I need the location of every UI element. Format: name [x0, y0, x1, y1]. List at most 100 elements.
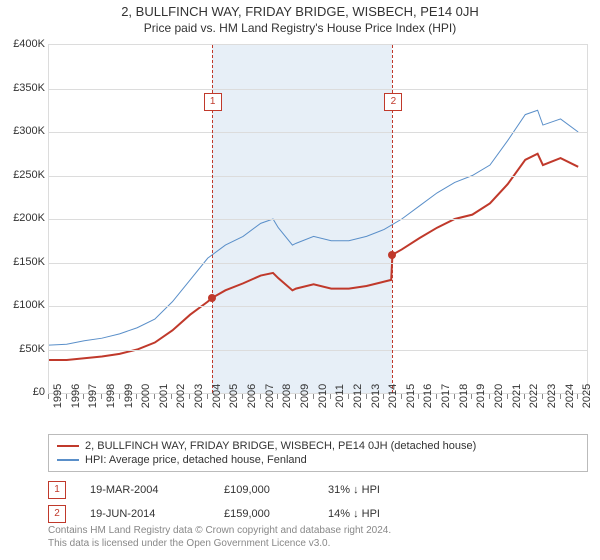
- x-axis-label: 2004: [211, 384, 223, 408]
- legend: 2, BULLFINCH WAY, FRIDAY BRIDGE, WISBECH…: [48, 434, 588, 472]
- sale-delta: 31% ↓ HPI: [328, 484, 428, 496]
- x-axis-label: 1995: [52, 384, 64, 408]
- sale-marker-box: 2: [384, 93, 402, 111]
- x-tick: [348, 394, 349, 399]
- gridline: [49, 263, 587, 264]
- x-axis-label: 2003: [193, 384, 205, 408]
- x-axis-label: 2012: [352, 384, 364, 408]
- x-axis-label: 2009: [299, 384, 311, 408]
- y-axis-label: £350K: [13, 82, 45, 94]
- x-axis-label: 2015: [405, 384, 417, 408]
- x-axis-label: 2019: [475, 384, 487, 408]
- x-axis-label: 2024: [564, 384, 576, 408]
- gridline: [49, 219, 587, 220]
- sale-row-marker: 1: [48, 481, 66, 499]
- legend-swatch: [57, 445, 79, 447]
- x-tick: [489, 394, 490, 399]
- x-tick: [471, 394, 472, 399]
- x-tick: [224, 394, 225, 399]
- x-tick: [454, 394, 455, 399]
- x-axis-label: 2007: [264, 384, 276, 408]
- y-axis-label: £250K: [13, 169, 45, 181]
- x-axis-label: 2020: [493, 384, 505, 408]
- x-axis-label: 2018: [458, 384, 470, 408]
- y-axis-label: £400K: [13, 38, 45, 50]
- sale-delta: 14% ↓ HPI: [328, 508, 428, 520]
- sale-price: £109,000: [224, 484, 304, 496]
- x-axis-label: 2008: [281, 384, 293, 408]
- legend-item: HPI: Average price, detached house, Fenl…: [57, 453, 579, 467]
- x-tick: [154, 394, 155, 399]
- x-tick: [207, 394, 208, 399]
- x-tick: [260, 394, 261, 399]
- gridline: [49, 89, 587, 90]
- y-axis-label: £100K: [13, 299, 45, 311]
- x-tick: [295, 394, 296, 399]
- legend-item: 2, BULLFINCH WAY, FRIDAY BRIDGE, WISBECH…: [57, 439, 579, 453]
- x-axis-label: 2010: [317, 384, 329, 408]
- x-axis-label: 2017: [440, 384, 452, 408]
- x-tick: [418, 394, 419, 399]
- sales-table: 1 19-MAR-2004 £109,000 31% ↓ HPI 2 19-JUN-201…: [48, 478, 428, 526]
- x-tick: [524, 394, 525, 399]
- sale-dot: [388, 251, 396, 259]
- x-tick: [136, 394, 137, 399]
- y-axis-label: £200K: [13, 212, 45, 224]
- gridline: [49, 132, 587, 133]
- x-tick: [383, 394, 384, 399]
- x-axis-label: 1997: [87, 384, 99, 408]
- gridline: [49, 176, 587, 177]
- footer-attribution: Contains HM Land Registry data © Crown c…: [48, 524, 391, 550]
- x-axis-label: 2023: [546, 384, 558, 408]
- x-axis-label: 2001: [158, 384, 170, 408]
- legend-label: HPI: Average price, detached house, Fenl…: [85, 454, 307, 466]
- x-tick: [313, 394, 314, 399]
- x-tick: [401, 394, 402, 399]
- x-tick: [277, 394, 278, 399]
- x-axis-label: 2016: [422, 384, 434, 408]
- y-axis-label: £150K: [13, 256, 45, 268]
- chart-subtitle: Price paid vs. HM Land Registry's House …: [0, 19, 600, 39]
- x-tick: [577, 394, 578, 399]
- x-tick: [436, 394, 437, 399]
- x-axis-label: 2025: [581, 384, 593, 408]
- footer-line-1: Contains HM Land Registry data © Crown c…: [48, 524, 391, 537]
- chart-plot-area: 12: [48, 44, 588, 394]
- gridline: [49, 306, 587, 307]
- sale-date: 19-JUN-2014: [90, 508, 200, 520]
- x-tick: [83, 394, 84, 399]
- sale-dot: [208, 294, 216, 302]
- x-axis-label: 1998: [105, 384, 117, 408]
- y-axis-label: £0: [33, 386, 45, 398]
- x-tick: [171, 394, 172, 399]
- footer-line-2: This data is licensed under the Open Gov…: [48, 537, 391, 550]
- x-tick: [66, 394, 67, 399]
- x-axis-label: 2011: [334, 384, 346, 408]
- sale-row: 1 19-MAR-2004 £109,000 31% ↓ HPI: [48, 478, 428, 502]
- x-tick: [507, 394, 508, 399]
- y-axis-label: £50K: [19, 343, 45, 355]
- x-axis-label: 2014: [387, 384, 399, 408]
- x-axis-label: 2002: [175, 384, 187, 408]
- x-axis-label: 2021: [511, 384, 523, 408]
- x-tick: [48, 394, 49, 399]
- x-tick: [542, 394, 543, 399]
- y-axis-label: £300K: [13, 125, 45, 137]
- x-tick: [366, 394, 367, 399]
- x-axis-label: 2005: [228, 384, 240, 408]
- sale-row-marker: 2: [48, 505, 66, 523]
- x-axis-label: 2022: [528, 384, 540, 408]
- x-tick: [189, 394, 190, 399]
- x-tick: [242, 394, 243, 399]
- legend-swatch: [57, 459, 79, 461]
- sale-price: £159,000: [224, 508, 304, 520]
- series-property: [49, 154, 578, 360]
- gridline: [49, 350, 587, 351]
- legend-label: 2, BULLFINCH WAY, FRIDAY BRIDGE, WISBECH…: [85, 440, 476, 452]
- x-tick: [119, 394, 120, 399]
- x-axis-label: 2013: [370, 384, 382, 408]
- x-axis-label: 2000: [140, 384, 152, 408]
- sale-date: 19-MAR-2004: [90, 484, 200, 496]
- series-hpi: [49, 110, 578, 345]
- x-tick: [330, 394, 331, 399]
